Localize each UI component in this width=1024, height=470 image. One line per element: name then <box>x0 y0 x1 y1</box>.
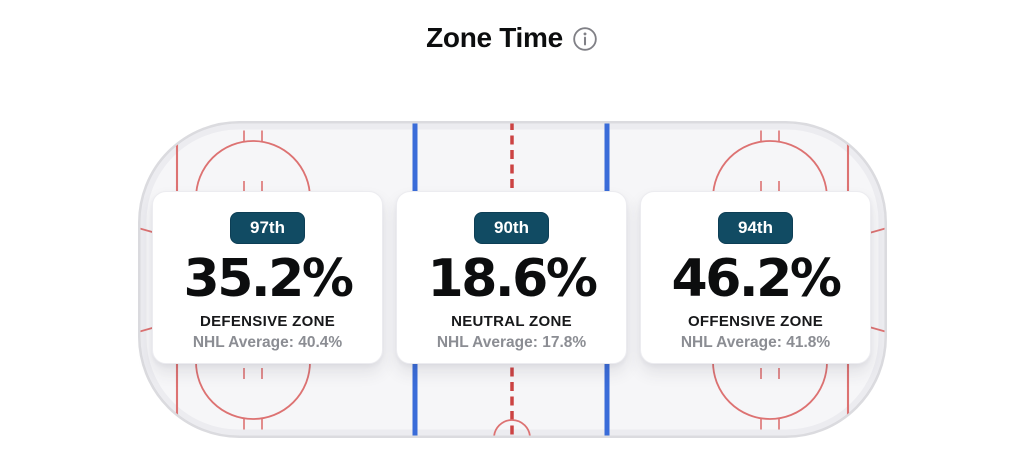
percentile-badge: 97th <box>230 212 305 244</box>
zone-card-defensive: 97th 35.2% DEFENSIVE ZONE NHL Average: 4… <box>152 191 383 364</box>
percentile-badge: 90th <box>474 212 549 244</box>
nhl-average: NHL Average: 41.8% <box>680 333 831 351</box>
zone-cards: 97th 35.2% DEFENSIVE ZONE NHL Average: 4… <box>152 191 871 364</box>
percentile-badge: 94th <box>718 212 793 244</box>
page-title: Zone Time <box>426 22 563 53</box>
zone-label: DEFENSIVE ZONE <box>199 312 336 330</box>
zone-time-value: 46.2% <box>671 249 842 309</box>
zone-label: NEUTRAL ZONE <box>451 312 572 330</box>
nhl-average: NHL Average: 17.8% <box>436 333 587 351</box>
zone-time-value: 18.6% <box>427 249 598 309</box>
percentile-value: 94th <box>738 218 773 237</box>
percentile-value: 97th <box>250 218 285 237</box>
zone-card-offensive: 94th 46.2% OFFENSIVE ZONE NHL Average: 4… <box>640 191 871 364</box>
nhl-average: NHL Average: 40.4% <box>192 333 343 351</box>
info-icon[interactable] <box>572 26 598 52</box>
header: Zone Time <box>0 22 1024 54</box>
zone-card-neutral: 90th 18.6% NEUTRAL ZONE NHL Average: 17.… <box>396 191 627 364</box>
zone-label: OFFENSIVE ZONE <box>687 312 824 330</box>
percentile-value: 90th <box>494 218 529 237</box>
referee-crease <box>493 419 531 436</box>
zone-time-value: 35.2% <box>183 249 354 309</box>
